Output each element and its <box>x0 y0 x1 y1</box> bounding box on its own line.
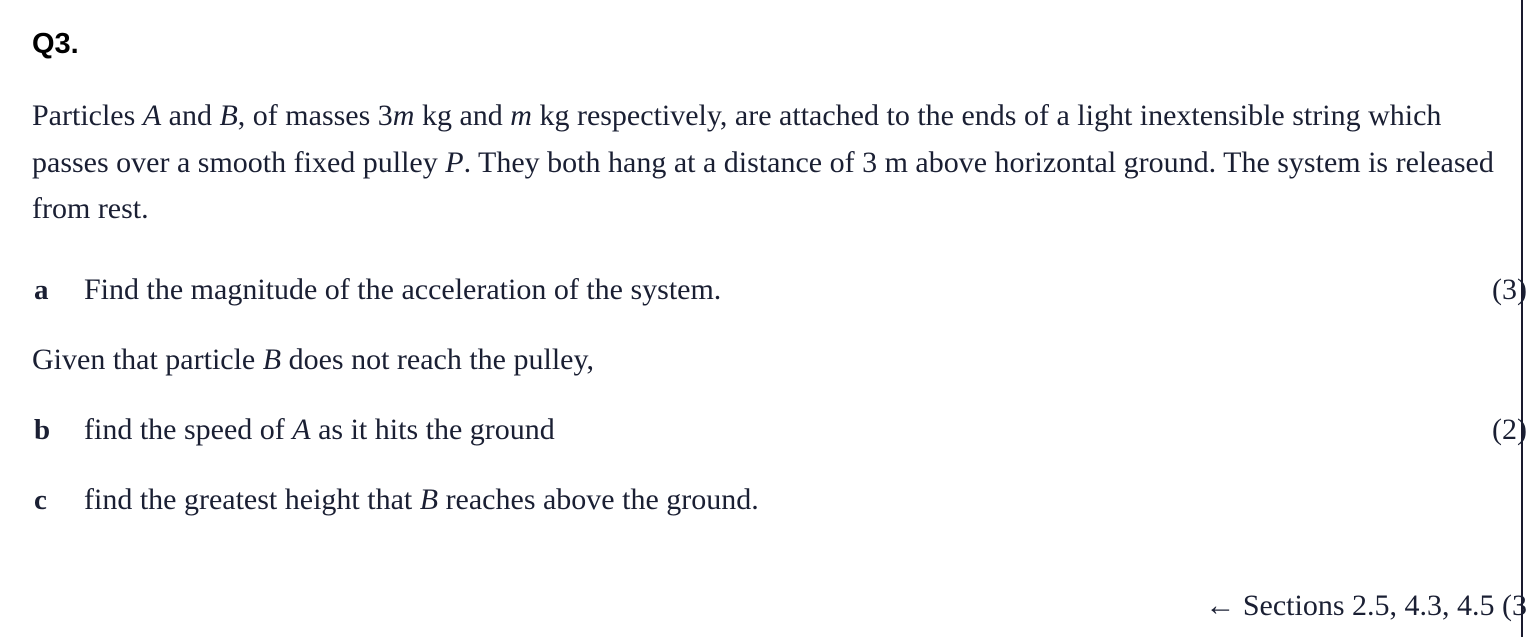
part-c-var-B: B <box>420 483 438 516</box>
part-c-text: find the greatest height that B reaches … <box>84 483 759 517</box>
intro-mid1: and <box>161 99 219 132</box>
part-c-suffix: reaches above the ground. <box>438 483 759 516</box>
given-prefix: Given that particle <box>32 343 263 376</box>
var-m1: m <box>393 99 415 132</box>
intro-prefix: Particles <box>32 99 143 132</box>
given-var-B: B <box>263 343 281 376</box>
part-c-prefix: find the greatest height that <box>84 483 420 516</box>
var-A: A <box>143 99 161 132</box>
part-b-text: find the speed of A as it hits the groun… <box>84 413 555 447</box>
part-b-prefix: find the speed of <box>84 413 292 446</box>
intro-paragraph: Particles A and B, of masses 3m kg and m… <box>32 93 1527 233</box>
left-arrow-icon: ← <box>1205 589 1235 622</box>
intro-mid3: kg and <box>414 99 510 132</box>
part-a-text: Find the magnitude of the acceleration o… <box>84 273 721 307</box>
given-suffix: does not reach the pulley, <box>281 343 594 376</box>
part-b-marks: (2) <box>1492 413 1527 447</box>
part-b-label: b <box>32 414 84 447</box>
part-b-suffix: as it hits the ground <box>311 413 555 446</box>
part-a-marks: (3) <box>1492 273 1527 307</box>
given-line: Given that particle B does not reach the… <box>32 343 1527 377</box>
part-a: a Find the magnitude of the acceleration… <box>32 273 1527 307</box>
sections-text: Sections 2.5, 4.3, 4.5 (3 <box>1235 589 1527 622</box>
part-c: c find the greatest height that B reache… <box>32 483 1527 517</box>
var-m2: m <box>510 99 532 132</box>
part-a-label: a <box>32 274 84 307</box>
var-B: B <box>219 99 237 132</box>
sections-reference: ← Sections 2.5, 4.3, 4.5 (3 <box>1205 589 1527 623</box>
question-number: Q3. <box>32 28 1527 61</box>
page-right-border <box>1521 0 1523 637</box>
intro-mid2: , of masses 3 <box>238 99 393 132</box>
var-P: P <box>445 146 463 179</box>
part-b-var-A: A <box>292 413 310 446</box>
part-b: b find the speed of A as it hits the gro… <box>32 413 1527 447</box>
part-c-label: c <box>32 484 84 517</box>
